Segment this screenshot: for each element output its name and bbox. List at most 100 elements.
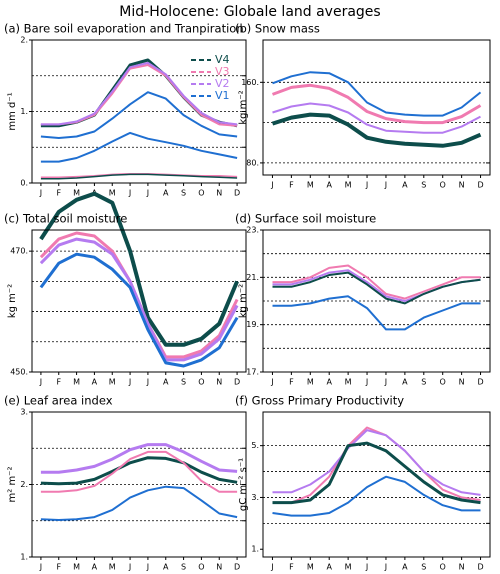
series-line bbox=[272, 475, 481, 517]
x-tick-label: M bbox=[307, 181, 314, 190]
x-tick-label: O bbox=[198, 563, 204, 572]
panel-title: (b) Snow mass bbox=[235, 22, 320, 36]
x-tick-label: A bbox=[326, 181, 332, 190]
x-tick-label: A bbox=[92, 563, 98, 572]
x-tick-label: J bbox=[39, 563, 42, 572]
y-tick-label: 470. bbox=[10, 247, 28, 256]
x-tick-label: O bbox=[440, 563, 446, 572]
x-tick-label: M bbox=[345, 563, 352, 572]
x-tick-label: J bbox=[270, 378, 273, 387]
x-tick-label: M bbox=[73, 378, 80, 387]
y-tick-label: 1. bbox=[251, 545, 259, 554]
x-tick-label: F bbox=[289, 563, 294, 572]
x-tick-label: O bbox=[440, 181, 446, 190]
y-axis-label: m² m⁻² bbox=[7, 467, 18, 503]
series-line bbox=[272, 429, 481, 496]
x-tick-label: J bbox=[146, 189, 149, 198]
series-line bbox=[40, 131, 238, 163]
x-tick-label: D bbox=[477, 181, 483, 190]
x-tick-label: D bbox=[234, 563, 240, 572]
x-tick-label: J bbox=[146, 563, 149, 572]
series-line bbox=[40, 61, 238, 126]
series-line bbox=[272, 295, 481, 331]
x-tick-label: M bbox=[109, 189, 116, 198]
x-tick-label: O bbox=[198, 189, 204, 198]
panel-title: (d) Surface soil moisture bbox=[235, 212, 376, 226]
y-tick-label: 21. bbox=[246, 273, 259, 282]
series-line bbox=[271, 83, 482, 125]
series-line bbox=[272, 264, 481, 300]
y-tick-label: 160. bbox=[241, 78, 259, 87]
y-tick-label: 450. bbox=[10, 368, 28, 377]
legend-label: V3 bbox=[215, 65, 230, 78]
x-tick-label: J bbox=[39, 378, 42, 387]
figure-title: Mid-Holocene: Globale land averages bbox=[119, 4, 380, 20]
y-tick-label: 5. bbox=[251, 441, 259, 450]
y-tick-label: 19. bbox=[246, 320, 259, 329]
x-tick-label: M bbox=[73, 563, 80, 572]
x-tick-label: F bbox=[289, 378, 294, 387]
series-line bbox=[271, 112, 482, 148]
y-axis-label: gC m⁻² s⁻¹ bbox=[238, 458, 249, 511]
y-tick-label: 23. bbox=[246, 226, 259, 235]
x-tick-label: A bbox=[326, 378, 332, 387]
x-tick-label: M bbox=[307, 563, 314, 572]
series-line bbox=[40, 456, 238, 486]
y-tick-label: 17. bbox=[246, 368, 259, 377]
y-tick-label: 2. bbox=[20, 36, 28, 45]
x-tick-label: N bbox=[459, 378, 465, 387]
series-line bbox=[39, 191, 239, 347]
x-tick-label: S bbox=[181, 189, 186, 198]
x-tick-label: M bbox=[109, 378, 116, 387]
x-tick-label: M bbox=[345, 181, 352, 190]
plot-frame bbox=[262, 39, 491, 176]
x-tick-label: D bbox=[477, 563, 483, 572]
x-tick-label: N bbox=[216, 378, 222, 387]
x-tick-label: S bbox=[421, 378, 426, 387]
x-tick-label: M bbox=[307, 378, 314, 387]
x-tick-label: A bbox=[163, 189, 169, 198]
y-tick-label: 3. bbox=[20, 408, 28, 417]
x-tick-label: J bbox=[128, 378, 131, 387]
x-tick-label: N bbox=[459, 181, 465, 190]
y-tick-label: 0. bbox=[20, 179, 28, 188]
panel-title: (c) Total soil moisture bbox=[4, 212, 127, 226]
x-tick-label: J bbox=[365, 378, 368, 387]
x-tick-label: D bbox=[234, 189, 240, 198]
x-tick-label: J bbox=[384, 378, 387, 387]
x-tick-label: S bbox=[421, 181, 426, 190]
series-line bbox=[40, 450, 238, 493]
y-axis-label: kg m⁻² bbox=[7, 284, 18, 318]
x-tick-label: A bbox=[402, 563, 408, 572]
x-tick-label: S bbox=[181, 378, 186, 387]
x-tick-label: J bbox=[365, 181, 368, 190]
plot-frame bbox=[31, 411, 247, 558]
y-axis-label: kg m⁻² bbox=[238, 284, 249, 318]
y-tick-label: 2. bbox=[20, 480, 28, 489]
x-tick-label: N bbox=[459, 563, 465, 572]
series-line bbox=[272, 426, 481, 504]
series-line bbox=[39, 252, 239, 368]
plot-frame bbox=[262, 229, 491, 373]
x-tick-label: J bbox=[365, 563, 368, 572]
x-tick-label: J bbox=[384, 563, 387, 572]
y-tick-label: 1. bbox=[20, 553, 28, 562]
x-tick-label: O bbox=[198, 378, 204, 387]
y-axis-label: mm d⁻¹ bbox=[7, 92, 18, 130]
x-tick-label: J bbox=[39, 189, 42, 198]
x-tick-label: A bbox=[92, 378, 98, 387]
series-line bbox=[272, 441, 481, 505]
x-tick-label: M bbox=[109, 563, 116, 572]
series-line bbox=[39, 237, 239, 362]
legend-label: V4 bbox=[215, 53, 230, 66]
y-tick-label: 1. bbox=[20, 107, 28, 116]
series-line bbox=[39, 231, 239, 359]
x-tick-label: J bbox=[270, 563, 273, 572]
x-tick-label: F bbox=[289, 181, 294, 190]
plot-frame bbox=[31, 39, 247, 184]
x-tick-label: M bbox=[73, 189, 80, 198]
x-tick-label: S bbox=[421, 563, 426, 572]
x-tick-label: N bbox=[216, 189, 222, 198]
x-tick-label: A bbox=[326, 563, 332, 572]
